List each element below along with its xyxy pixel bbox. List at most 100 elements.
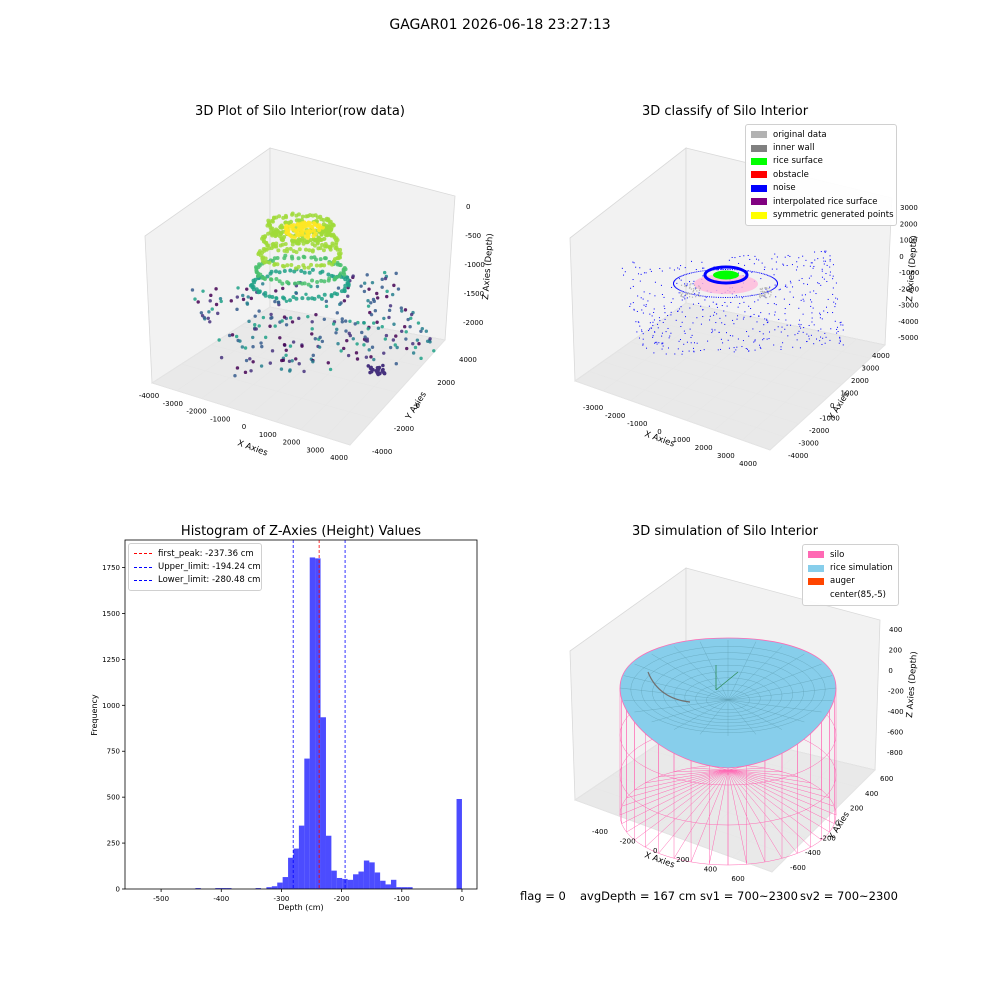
panel1-point	[372, 357, 376, 362]
panel2-noise-point	[665, 353, 667, 355]
panel2-noise-point	[826, 280, 828, 282]
panel2-noise-point	[777, 283, 778, 284]
panel2-noise-point	[687, 273, 689, 275]
panel1-point	[399, 306, 404, 310]
panel1-point	[294, 291, 299, 295]
panel1-point	[356, 320, 360, 325]
panel1-point	[227, 333, 232, 338]
panel1-title: 3D Plot of Silo Interior(row data)	[195, 104, 405, 119]
panel2-noise-point	[726, 332, 728, 334]
panel1-point	[345, 338, 349, 343]
panel2-noise-point	[654, 342, 656, 344]
panel2-noise-point	[656, 343, 658, 345]
panel1-point	[312, 243, 317, 248]
panel1-point	[382, 371, 387, 375]
panel1-point	[291, 340, 296, 344]
panel2-noise-point	[798, 279, 800, 281]
panel2-noise-point	[650, 270, 652, 272]
panel2-noise-point	[812, 267, 814, 269]
panel1-point	[336, 286, 341, 290]
panel2-noise-point	[839, 341, 841, 343]
panel2-noise-point	[700, 349, 702, 351]
rice-mesh-line	[634, 663, 729, 701]
panel2-noise-point	[683, 330, 685, 332]
panel1-point	[274, 277, 279, 282]
panel2-y-tick: -2000	[809, 427, 829, 435]
panel2-noise-point	[696, 271, 698, 273]
panel2-noise-point	[679, 339, 681, 341]
panel2-original-point	[759, 296, 761, 299]
panel2-noise-point	[782, 342, 784, 344]
panel1-point	[342, 299, 347, 303]
panel2-noise-point	[661, 270, 663, 272]
panel4-y-tick: 0	[835, 820, 839, 828]
panel2-noise-point	[822, 337, 824, 339]
panel2-original-point	[698, 289, 701, 291]
panel1-point	[251, 360, 255, 364]
panel1-y-tick: 4000	[459, 356, 477, 364]
panel2-legend-entry: noise	[751, 182, 891, 195]
panel1-point	[366, 327, 370, 331]
panel1-point	[392, 322, 396, 326]
panel2-noise-point	[748, 305, 750, 307]
panel2-noise-point	[684, 291, 686, 293]
panel1-point	[302, 255, 307, 260]
panel2-noise-point	[760, 312, 762, 314]
panel2-noise-point	[662, 321, 664, 323]
panel2-noise-point	[753, 313, 755, 315]
panel1-point	[288, 268, 293, 273]
silo-floor-spoke	[727, 769, 830, 799]
panel2-noise-point	[664, 312, 666, 314]
panel2-gridline	[644, 331, 842, 385]
panel1-point	[308, 238, 314, 243]
histogram-bar	[407, 887, 413, 889]
panel2-noise-point	[826, 306, 828, 308]
panel1-x-tick: 1000	[259, 431, 277, 439]
panel2-noise-point	[698, 292, 700, 294]
panel2-noise-point	[773, 274, 775, 276]
panel2-noise-point	[772, 277, 774, 279]
silo-floor-spoke	[727, 769, 798, 777]
histogram-legend-line	[134, 566, 152, 568]
panel1-point	[285, 280, 290, 285]
footer-avg-depth: avgDepth = 167 cm	[580, 889, 697, 903]
rice-mesh-line	[727, 641, 757, 701]
panel1-point	[272, 230, 277, 235]
panel2-gridline	[630, 341, 828, 398]
panel2-original-point	[692, 288, 695, 290]
panel2-x-tick: -1000	[627, 420, 647, 428]
panel2-noise-point	[731, 269, 733, 271]
panel2-noise-point	[775, 261, 777, 263]
panel2-noise-point	[651, 315, 653, 317]
panel2-noise-point	[673, 283, 675, 285]
panel2-noise-point	[784, 313, 786, 315]
panel1-point	[233, 374, 237, 378]
panel3-xlabel: Depth (cm)	[278, 903, 323, 912]
panel1-point	[411, 351, 416, 355]
panel2-z-tick: 3000	[900, 204, 918, 212]
histogram-bar	[401, 887, 408, 889]
panel1-point	[319, 231, 324, 237]
panel2-noise-point	[823, 260, 825, 262]
panel2-noise-point	[821, 270, 823, 272]
panel2-original-point	[761, 287, 763, 289]
inner-wall-trace	[647, 671, 691, 703]
panel2-noise-point	[681, 321, 683, 323]
panel2-noise-point	[771, 258, 773, 260]
panel1-point	[366, 299, 370, 303]
panel2-noise-point	[633, 309, 635, 311]
panel2-noise-point	[713, 314, 715, 316]
panel2-noise-point	[677, 277, 679, 279]
rice-mesh-line	[651, 653, 729, 701]
panel2-noise-point	[812, 307, 814, 309]
panel2-noise-point	[741, 346, 743, 348]
panel1-point	[424, 329, 429, 333]
panel4-z-tick: -200	[888, 688, 904, 696]
panel1-point	[315, 237, 321, 242]
panel1-point	[416, 321, 421, 325]
panel2-original-point	[685, 285, 688, 288]
panel2-noise-point	[685, 316, 687, 318]
panel2-noise-point	[786, 324, 788, 326]
panel1-point	[415, 338, 420, 342]
panel2-original-point	[758, 293, 760, 295]
